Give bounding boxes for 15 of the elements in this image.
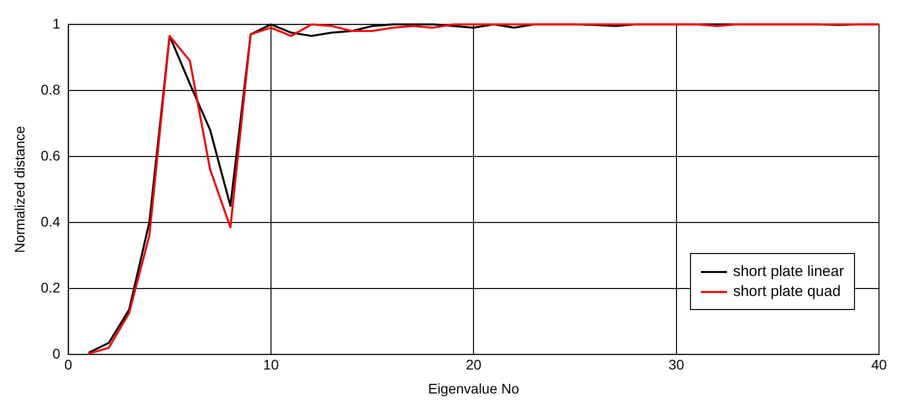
y-tick-label: 0 <box>52 345 60 362</box>
x-tick-label: 40 <box>871 356 887 373</box>
x-tick-label: 0 <box>64 356 72 373</box>
x-tick-label: 20 <box>466 356 482 373</box>
legend-label: short plate quad <box>733 283 841 300</box>
x-tick-label: 10 <box>263 356 279 373</box>
y-tick-label: 1 <box>52 15 60 32</box>
y-axis-title: Normalized distance <box>11 126 28 253</box>
legend-label: short plate linear <box>733 263 844 280</box>
y-tick-label: 0.2 <box>40 279 60 296</box>
y-tick-label: 0.8 <box>40 81 60 98</box>
y-tick-label: 0.6 <box>40 147 60 164</box>
x-tick-label: 30 <box>668 356 684 373</box>
x-axis-title: Eigenvalue No <box>428 380 520 396</box>
y-tick-label: 0.4 <box>40 213 60 230</box>
